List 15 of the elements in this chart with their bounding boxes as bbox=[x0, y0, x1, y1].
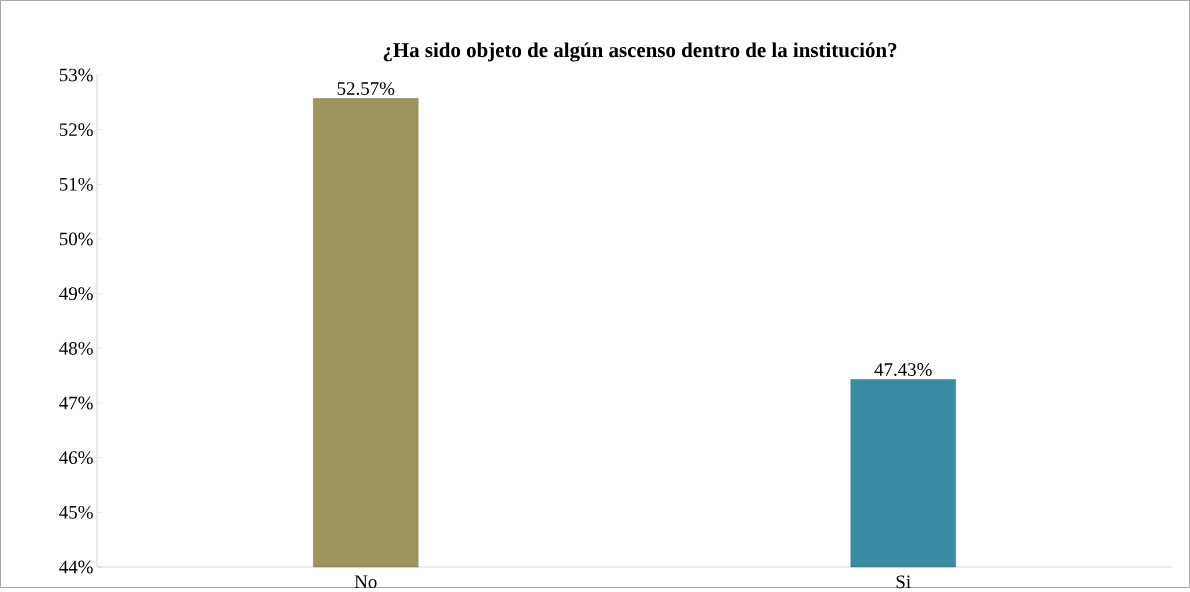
y-tick-label: 51% bbox=[59, 178, 93, 191]
y-tick-label: 47% bbox=[59, 396, 93, 410]
x-tick-label: Si bbox=[896, 575, 911, 589]
y-tick-label: 44% bbox=[59, 560, 93, 574]
data-label: 47.43% bbox=[874, 363, 932, 377]
x-tick-label: No bbox=[354, 575, 377, 589]
y-tick-label: 53% bbox=[59, 68, 93, 82]
y-tick-label: 52% bbox=[59, 123, 93, 137]
chart-title: ¿Ha sido objeto de algún ascenso dentro de la institución? bbox=[383, 42, 897, 62]
y-tick-label: 46% bbox=[59, 451, 93, 465]
y-tick-label: 49% bbox=[59, 287, 93, 301]
data-label: 52.57% bbox=[337, 82, 395, 96]
y-tick-label: 50% bbox=[59, 232, 93, 246]
y-tick-label: 48% bbox=[59, 342, 93, 355]
y-tick-label: 45% bbox=[59, 506, 93, 519]
